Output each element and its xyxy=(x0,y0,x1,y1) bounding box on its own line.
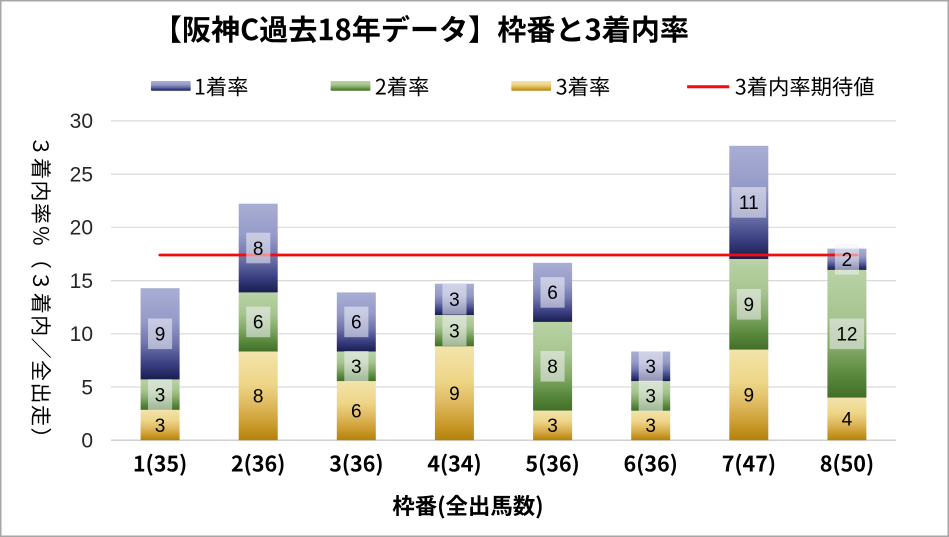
svg-text:15: 15 xyxy=(70,270,93,293)
svg-text:3: 3 xyxy=(645,416,656,437)
svg-text:6: 6 xyxy=(351,313,362,334)
svg-text:8: 8 xyxy=(253,387,264,408)
svg-text:3: 3 xyxy=(449,290,460,311)
svg-text:3: 3 xyxy=(351,357,362,378)
svg-text:4: 4 xyxy=(842,410,853,431)
svg-text:20: 20 xyxy=(70,217,93,240)
svg-text:6: 6 xyxy=(253,313,264,334)
svg-text:9: 9 xyxy=(449,384,460,405)
svg-text:0: 0 xyxy=(81,430,93,453)
svg-text:9: 9 xyxy=(744,295,755,316)
svg-text:11: 11 xyxy=(739,193,759,214)
svg-text:8: 8 xyxy=(547,357,558,378)
svg-text:3: 3 xyxy=(155,385,166,406)
svg-text:3: 3 xyxy=(449,321,460,342)
svg-text:6: 6 xyxy=(547,283,558,304)
svg-text:5: 5 xyxy=(81,376,93,399)
svg-text:3: 3 xyxy=(645,387,656,408)
svg-text:25: 25 xyxy=(70,163,93,186)
svg-text:2: 2 xyxy=(842,250,853,271)
svg-text:3: 3 xyxy=(547,416,558,437)
svg-text:8: 8 xyxy=(253,239,264,260)
svg-text:6: 6 xyxy=(351,401,362,422)
svg-text:12: 12 xyxy=(836,325,857,346)
svg-text:10: 10 xyxy=(70,323,93,346)
svg-text:9: 9 xyxy=(744,386,755,407)
svg-text:3: 3 xyxy=(645,357,656,378)
svg-text:9: 9 xyxy=(155,325,166,346)
svg-text:30: 30 xyxy=(70,110,93,133)
svg-text:3: 3 xyxy=(155,416,166,437)
